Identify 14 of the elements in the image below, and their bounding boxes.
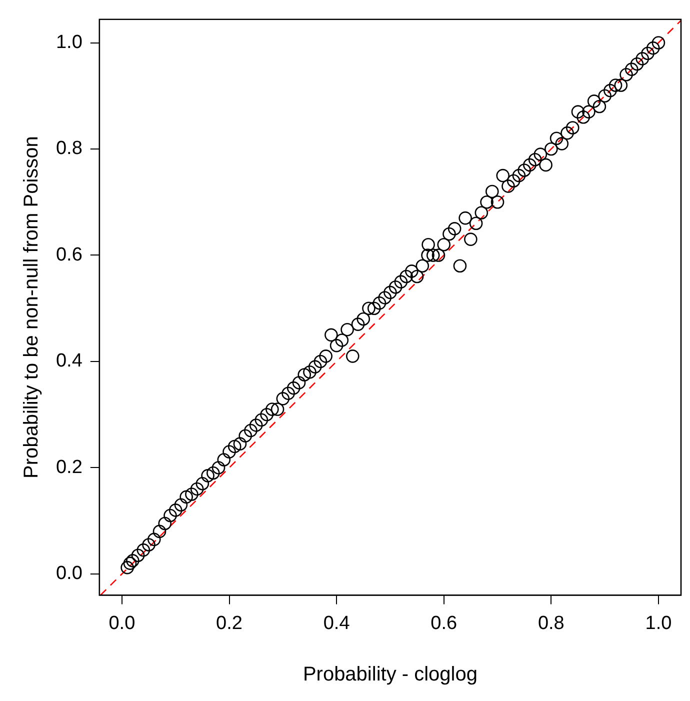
x-tick-label: 0.0 (108, 612, 136, 634)
y-axis-title: Probability to be non-null from Poisson (20, 136, 43, 479)
x-tick-label: 0.2 (216, 612, 242, 634)
y-tick-label: 0.8 (56, 138, 82, 160)
x-tick-label: 1.0 (645, 612, 672, 634)
y-tick-label: 0.2 (56, 456, 82, 478)
x-tick-label: 0.6 (430, 612, 458, 634)
y-tick-label: 0.6 (56, 244, 82, 266)
x-tick-label: 0.4 (323, 612, 350, 634)
y-tick-label: 0.0 (56, 563, 82, 584)
y-tick-label: 1.0 (56, 32, 82, 54)
y-tick-label: 0.4 (56, 350, 83, 372)
x-tick-label: 0.8 (538, 612, 564, 634)
x-axis-title: Probability - cloglog (302, 664, 478, 686)
